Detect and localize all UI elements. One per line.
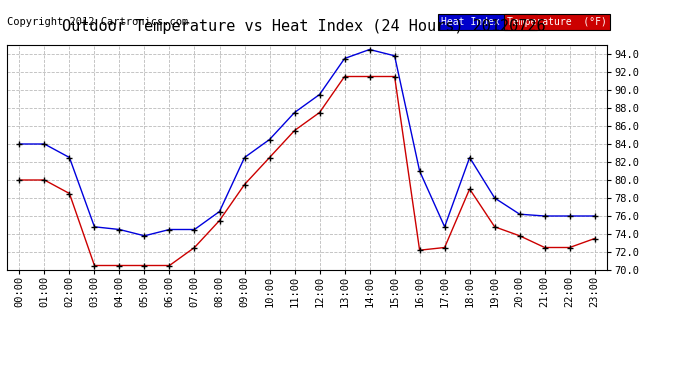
Text: Temperature  (°F): Temperature (°F) [507, 17, 607, 27]
Text: Heat Index  (°F): Heat Index (°F) [440, 17, 535, 27]
Text: Outdoor Temperature vs Heat Index (24 Hours) 20120726: Outdoor Temperature vs Heat Index (24 Ho… [62, 19, 545, 34]
Text: Copyright 2012 Cartronics.com: Copyright 2012 Cartronics.com [7, 17, 188, 27]
